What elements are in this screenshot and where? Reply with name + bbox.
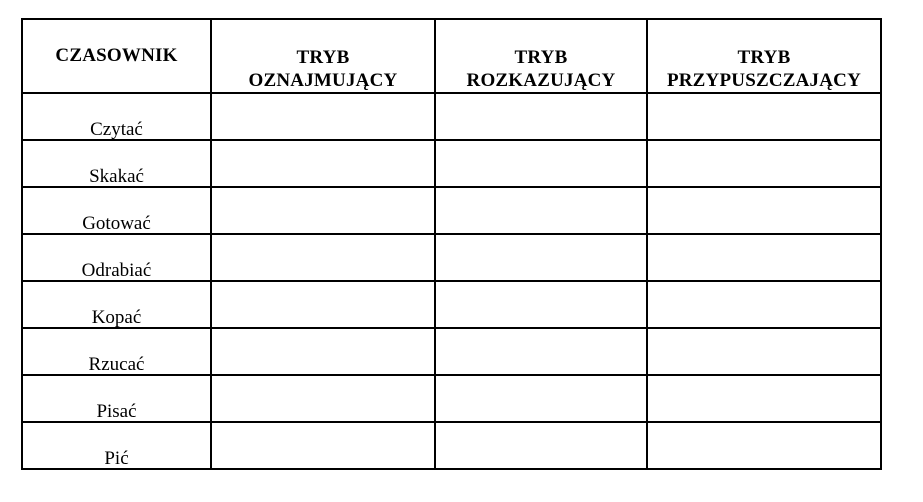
verb-cell: Kopać <box>21 280 212 329</box>
column-header-mode-conditional-line-1: TRYB <box>737 47 791 69</box>
answer-cell-imperative[interactable] <box>434 421 648 470</box>
column-header-mode-indicative-line-1: TRYB <box>296 47 350 69</box>
answer-cell-conditional[interactable] <box>646 92 882 141</box>
column-header-verb-line-1: CZASOWNIK <box>55 44 178 66</box>
answer-cell-imperative[interactable] <box>434 327 648 376</box>
column-header-mode-conditional: TRYB PRZYPUSZCZAJĄCY <box>646 18 882 94</box>
table-body: Czytać Skakać Gotować Odrabiać Kopać Rzucać Pi… <box>21 92 882 470</box>
answer-cell-indicative[interactable] <box>210 233 436 282</box>
answer-cell-indicative[interactable] <box>210 139 436 188</box>
table-row: Gotować <box>21 186 882 235</box>
column-header-mode-indicative: TRYB OZNAJMUJĄCY <box>210 18 436 94</box>
answer-cell-imperative[interactable] <box>434 186 648 235</box>
column-header-mode-imperative-line-2: ROZKAZUJĄCY <box>466 69 616 91</box>
answer-cell-imperative[interactable] <box>434 374 648 423</box>
answer-cell-indicative[interactable] <box>210 327 436 376</box>
verb-cell: Rzucać <box>21 327 212 376</box>
verb-cell: Skakać <box>21 139 212 188</box>
answer-cell-conditional[interactable] <box>646 280 882 329</box>
table-row: Skakać <box>21 139 882 188</box>
table-row: Pisać <box>21 374 882 423</box>
column-header-mode-imperative: TRYB ROZKAZUJĄCY <box>434 18 648 94</box>
verb-cell: Pić <box>21 421 212 470</box>
answer-cell-indicative[interactable] <box>210 374 436 423</box>
answer-cell-imperative[interactable] <box>434 233 648 282</box>
column-header-verb: CZASOWNIK <box>21 18 212 94</box>
answer-cell-indicative[interactable] <box>210 92 436 141</box>
header-row: CZASOWNIK TRYB OZNAJMUJĄCY TRYB ROZKAZUJ… <box>21 18 882 94</box>
answer-cell-conditional[interactable] <box>646 374 882 423</box>
answer-cell-conditional[interactable] <box>646 327 882 376</box>
answer-cell-imperative[interactable] <box>434 139 648 188</box>
answer-cell-conditional[interactable] <box>646 186 882 235</box>
table-header: CZASOWNIK TRYB OZNAJMUJĄCY TRYB ROZKAZUJ… <box>21 18 882 94</box>
verb-cell: Pisać <box>21 374 212 423</box>
column-header-mode-conditional-line-2: PRZYPUSZCZAJĄCY <box>666 69 862 91</box>
answer-cell-indicative[interactable] <box>210 186 436 235</box>
table-row: Rzucać <box>21 327 882 376</box>
table-row: Odrabiać <box>21 233 882 282</box>
answer-cell-conditional[interactable] <box>646 139 882 188</box>
table-row: Czytać <box>21 92 882 141</box>
table-row: Pić <box>21 421 882 470</box>
answer-cell-conditional[interactable] <box>646 421 882 470</box>
answer-cell-imperative[interactable] <box>434 92 648 141</box>
answer-cell-conditional[interactable] <box>646 233 882 282</box>
verb-cell: Odrabiać <box>21 233 212 282</box>
verb-modes-table: CZASOWNIK TRYB OZNAJMUJĄCY TRYB ROZKAZUJ… <box>21 18 882 470</box>
answer-cell-imperative[interactable] <box>434 280 648 329</box>
verb-cell: Czytać <box>21 92 212 141</box>
column-header-mode-indicative-line-2: OZNAJMUJĄCY <box>248 69 398 91</box>
answer-cell-indicative[interactable] <box>210 280 436 329</box>
verb-cell: Gotować <box>21 186 212 235</box>
column-header-mode-imperative-line-1: TRYB <box>514 47 568 69</box>
table-row: Kopać <box>21 280 882 329</box>
answer-cell-indicative[interactable] <box>210 421 436 470</box>
